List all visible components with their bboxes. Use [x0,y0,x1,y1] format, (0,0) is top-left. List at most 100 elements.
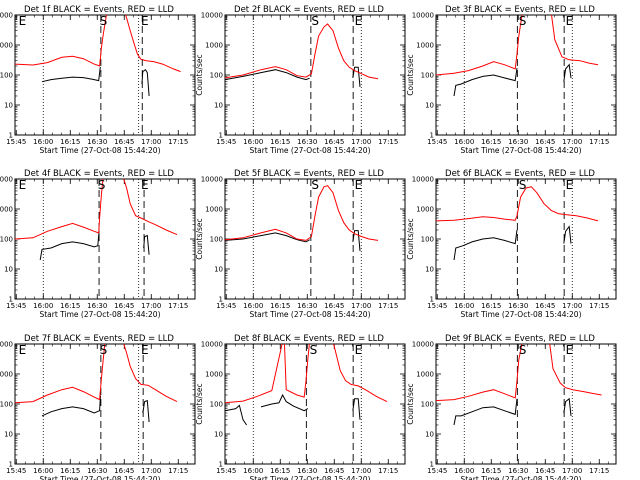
events-series-line [453,229,518,261]
y-tick-label: 10000 [0,12,13,20]
x-tick-label: 16:30 [508,302,528,310]
x-tick-label: 15:45 [216,467,236,475]
y-tick-label: 1 [219,132,223,140]
x-tick-label: 16:00 [243,467,263,475]
y-tick-label: 10 [214,431,223,439]
x-tick-label: 15:45 [6,467,26,475]
x-tick-label: 16:00 [243,302,263,310]
interval-marker: E [19,14,27,28]
interval-marker: E [141,343,149,357]
events-series-line [225,69,310,81]
x-axis-label: Start Time (27-Oct-08 15:44:20) [249,146,370,155]
y-axis-label: Counts/sec [195,218,204,259]
y-tick-label: 1000 [0,42,13,50]
panel-4: Det 4f BLACK = Events, RED = LLD 1 10 100 10… [0,169,196,319]
y-tick-label: 100 [421,72,434,80]
y-tick-label: 100 [210,72,223,80]
y-tick-label: 1000 [205,206,223,214]
x-tick-label: 16:30 [297,302,317,310]
y-tick-label: 100 [210,401,223,409]
y-tick-label: 10000 [412,341,434,349]
y-axis-label: Counts/sec [406,218,415,259]
interval-marker: S [100,343,108,357]
events-series-line [39,230,100,261]
events-series-line [260,393,309,412]
x-tick-label: 17:00 [141,302,161,310]
panel-title: Det 9f BLACK = Events, RED = LLD [445,334,595,344]
y-tick-label: 1 [9,461,13,469]
panel-title: Det 3f BLACK = Events, RED = LLD [445,5,595,15]
x-tick-label: 17:15 [378,302,398,310]
y-tick-label: 10 [4,266,13,274]
y-tick-label: 1 [430,296,434,304]
y-tick-label: 10000 [201,12,223,20]
panel-3: Det 3f BLACK = Events, RED = LLD 1 10 100 10… [406,5,617,155]
panel-9: Det 9f BLACK = Events, RED = LLD 1 10 100 10… [406,334,617,480]
interval-marker: E [355,343,363,357]
lld-series-line [123,179,178,236]
x-tick-label: 16:00 [33,138,53,146]
x-tick-label: 17:15 [378,138,398,146]
x-tick-label: 16:15 [270,302,290,310]
y-tick-label: 1000 [205,371,223,379]
x-tick-label: 17:15 [168,138,188,146]
interval-marker: E [566,343,574,357]
events-series-line [453,398,518,426]
y-tick-label: 10000 [0,341,13,349]
x-tick-label: 16:00 [454,302,474,310]
y-tick-label: 10 [425,266,434,274]
events-series-line [352,398,361,420]
x-tick-label: 16:45 [535,138,555,146]
x-tick-label: 16:45 [114,302,134,310]
interval-marker: S [519,178,527,192]
y-tick-label: 100 [0,236,13,244]
lld-series-line [436,15,523,76]
interval-marker: E [355,178,363,192]
interval-marker: E [19,343,27,357]
y-tick-label: 100 [421,401,434,409]
events-series-line [141,68,150,97]
events-series-line [143,234,150,255]
y-tick-label: 1000 [416,42,434,50]
x-tick-label: 16:30 [508,138,528,146]
events-series-line [563,225,572,244]
panel-7: Det 7f BLACK = Events, RED = LLD 1 10 100 10… [0,334,196,480]
x-axis-label: Start Time (27-Oct-08 15:44:20) [39,146,160,155]
y-tick-label: 10 [214,266,223,274]
x-tick-label: 16:30 [87,302,107,310]
interval-marker: S [98,178,106,192]
y-tick-label: 10000 [412,176,434,184]
x-tick-label: 16:45 [535,467,555,475]
y-tick-label: 1 [219,461,223,469]
x-tick-label: 17:00 [351,467,371,475]
y-tick-label: 10000 [0,176,13,184]
panel-title: Det 1f BLACK = Events, RED = LLD [24,5,174,15]
lld-series-line [551,15,599,66]
lld-series-line [123,344,178,403]
events-series-line [41,395,101,417]
panel-title: Det 5f BLACK = Events, RED = LLD [234,169,384,179]
x-axis-label: Start Time (27-Oct-08 15:44:20) [249,475,370,480]
x-tick-label: 16:30 [508,467,528,475]
y-tick-label: 1 [9,132,13,140]
interval-marker: E [141,14,149,28]
y-tick-label: 1000 [205,42,223,50]
panel-title: Det 2f BLACK = Events, RED = LLD [234,5,384,15]
events-series-line [142,399,150,423]
x-tick-label: 16:30 [87,138,107,146]
y-tick-label: 100 [0,401,13,409]
x-tick-label: 16:15 [481,467,501,475]
panel-5: Det 5f BLACK = Events, RED = LLD 1 10 100 10… [195,169,406,319]
x-tick-label: 16:30 [297,467,317,475]
events-series-line [225,404,248,426]
x-tick-label: 16:15 [481,138,501,146]
y-tick-label: 10000 [412,12,434,20]
x-tick-label: 15:45 [6,138,26,146]
x-tick-label: 17:15 [589,302,609,310]
events-series-line [352,230,361,251]
x-tick-label: 17:15 [589,138,609,146]
x-tick-label: 16:30 [297,138,317,146]
y-tick-label: 10 [425,431,434,439]
x-tick-label: 16:15 [60,138,80,146]
